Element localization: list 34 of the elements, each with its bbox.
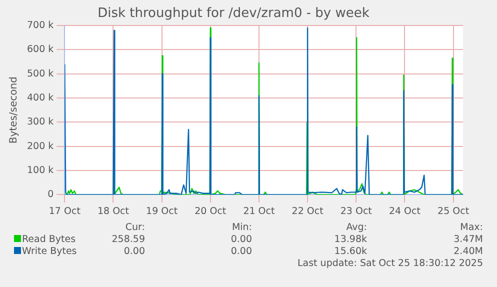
text: Min: [232,222,252,233]
legend-label: Write Bytes [21,246,77,257]
text: Last update: Sat Oct 25 18:30:12 2025 [297,258,483,269]
chart-title: Disk throughput for /dev/zram0 - by week [98,6,370,22]
text: 2.40M [454,246,483,257]
x-tick-label: 23 Oct [340,206,372,217]
x-tick-label: 17 Oct [48,206,81,217]
y-tick-label: 100 k [27,164,54,176]
text: 258.59 [112,234,145,245]
y-tick-label: 600 k [27,44,54,56]
x-tick-label: 19 Oct [146,206,178,217]
text: 15.60k [334,246,367,257]
y-tick-label: 0 [48,189,54,200]
y-tick-label: 700 k [27,20,54,32]
y-tick-label: 400 k [27,92,54,104]
text: Cur: [125,222,145,233]
y-tick-label: 500 k [27,68,54,80]
x-tick-label: 20 Oct [194,206,226,217]
text: 13.98k [334,234,367,245]
y-tick-label: 300 k [27,116,54,128]
legend-label: Read Bytes [21,234,76,245]
text: 3.47M [454,234,483,245]
x-tick-label: 18 Oct [97,206,130,217]
x-tick-label: 21 Oct [243,206,276,217]
x-tick-label: 24 Oct [388,206,421,217]
text: Max: [460,222,483,233]
text: 0.00 [230,246,252,257]
text: 0.00 [124,246,145,257]
x-tick-label: 25 Oct [438,206,470,217]
x-tick-label: 22 Oct [292,206,324,217]
text: Avg: [346,222,367,233]
y-tick-label: 200 k [27,140,54,152]
text: 0.00 [230,234,252,245]
y-axis-title: Bytes/second [8,76,20,144]
